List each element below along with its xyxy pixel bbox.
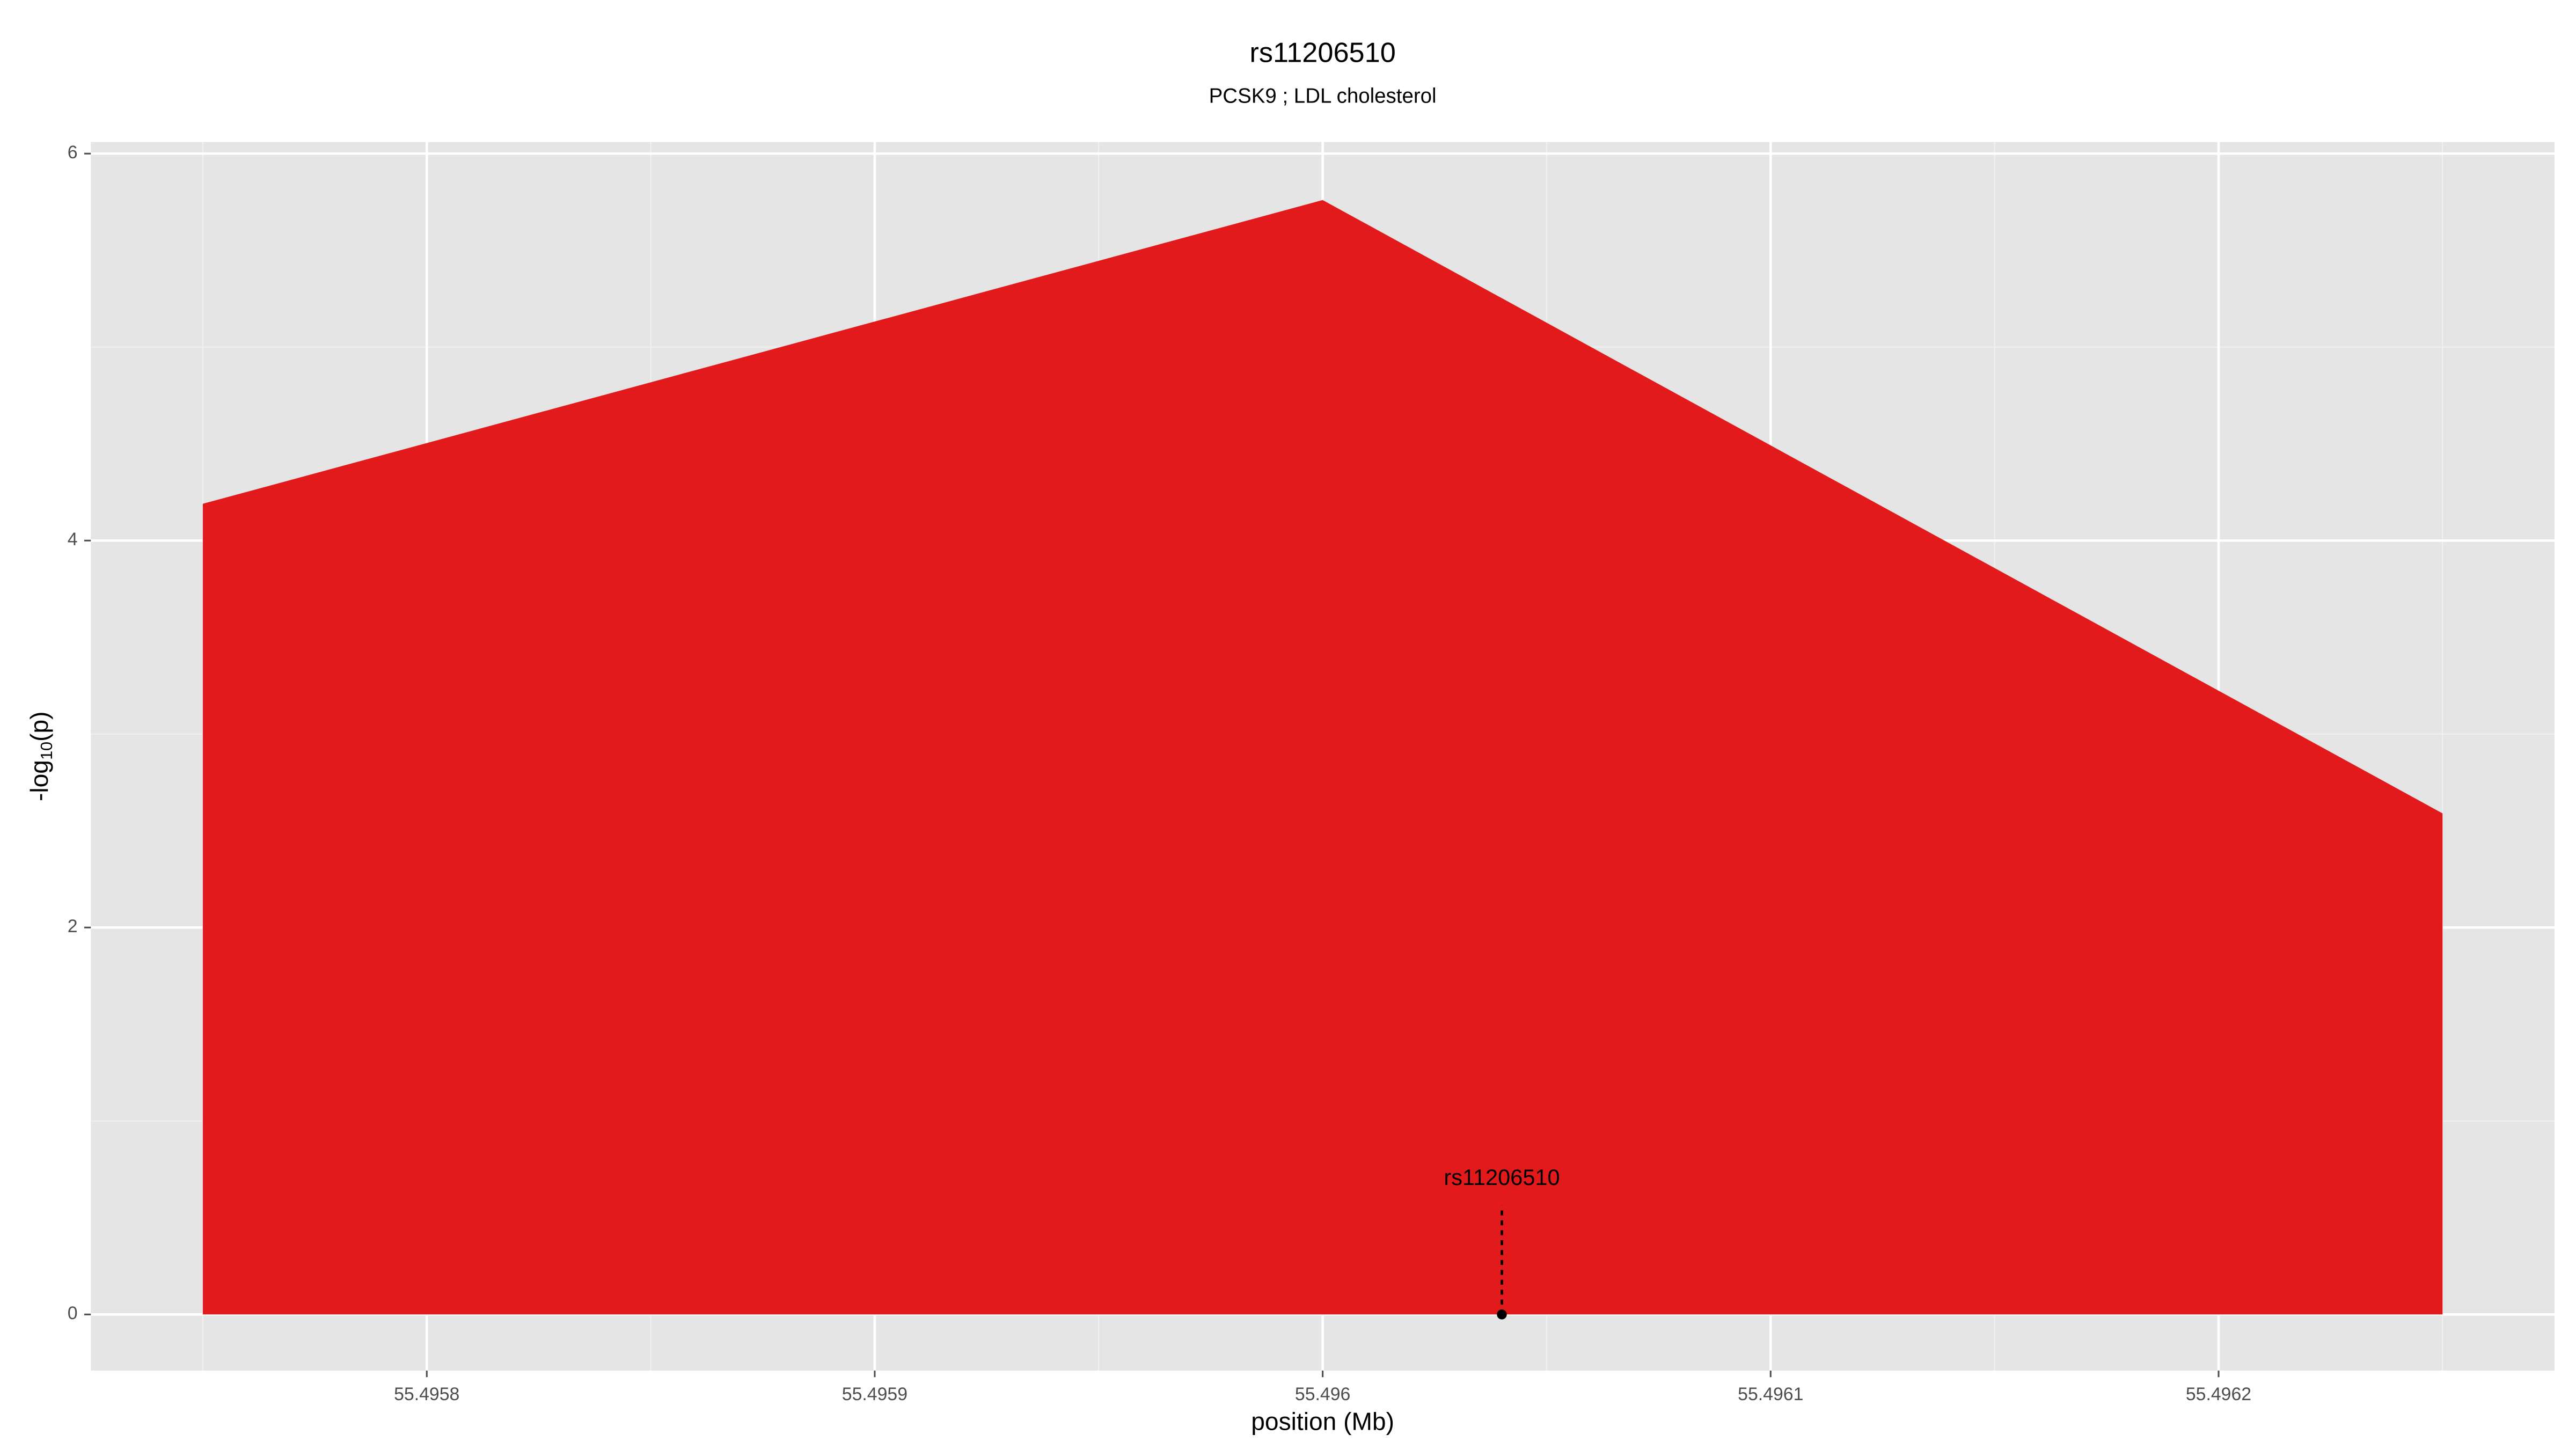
chart-subtitle: PCSK9 ; LDL cholesterol — [1209, 85, 1437, 108]
y-axis-label: -log10(p) — [25, 711, 56, 801]
y-label-sub: 10 — [37, 742, 56, 760]
y-tick-label: 6 — [68, 142, 78, 163]
x-tick-label: 55.4959 — [842, 1384, 908, 1404]
x-tick-label: 55.496 — [1295, 1384, 1350, 1404]
y-tick-label: 0 — [68, 1303, 78, 1323]
y-label-part: -log — [25, 760, 53, 801]
area — [202, 200, 2443, 1315]
y-tick-label: 2 — [68, 916, 78, 936]
annotation-label: rs11206510 — [1444, 1165, 1560, 1190]
x-tick-label: 55.4961 — [1738, 1384, 1803, 1404]
x-axis-label: position (Mb) — [1251, 1407, 1394, 1435]
y-tick-label: 4 — [68, 529, 78, 550]
marks: rs11206510 — [202, 200, 2443, 1320]
annotation-point — [1497, 1309, 1507, 1320]
chart-title: rs11206510 — [1249, 37, 1395, 68]
y-label-part: (p) — [25, 711, 53, 741]
x-tick-label: 55.4962 — [2186, 1384, 2251, 1404]
x-tick-label: 55.4958 — [394, 1384, 459, 1404]
